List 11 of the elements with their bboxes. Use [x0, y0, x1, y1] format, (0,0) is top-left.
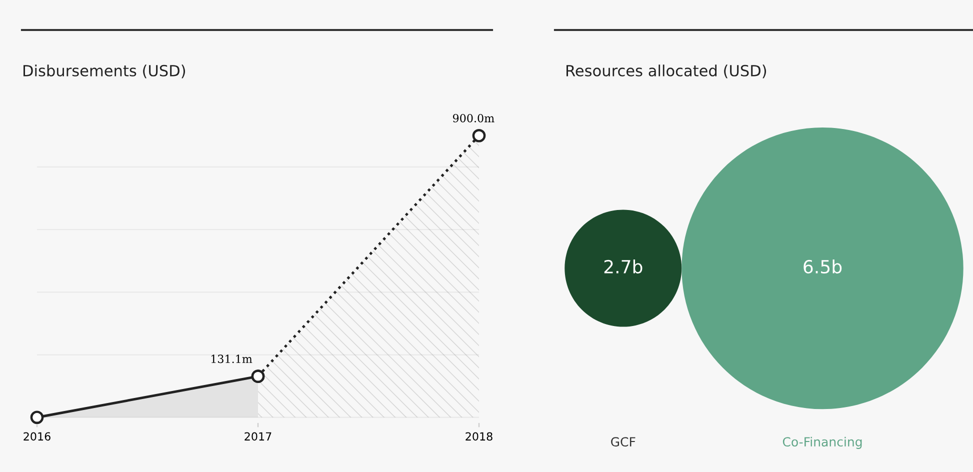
chart-title: Disbursements (USD) [24, 64, 186, 78]
data-label: 131.1m [211, 354, 252, 364]
text: Resources allocated (USD) [566, 64, 766, 78]
data-label: 900.0m [452, 114, 494, 122]
x-tick-label: 2018 [466, 432, 492, 441]
category-label: Co-Financing [782, 436, 862, 449]
x-tick-label: 2017 [244, 432, 272, 441]
data-label: 6.5b [804, 260, 842, 274]
category-label: GCF [611, 437, 636, 447]
data-label: 2.7b [604, 260, 642, 274]
x-tick-label: 2016 [24, 432, 50, 441]
